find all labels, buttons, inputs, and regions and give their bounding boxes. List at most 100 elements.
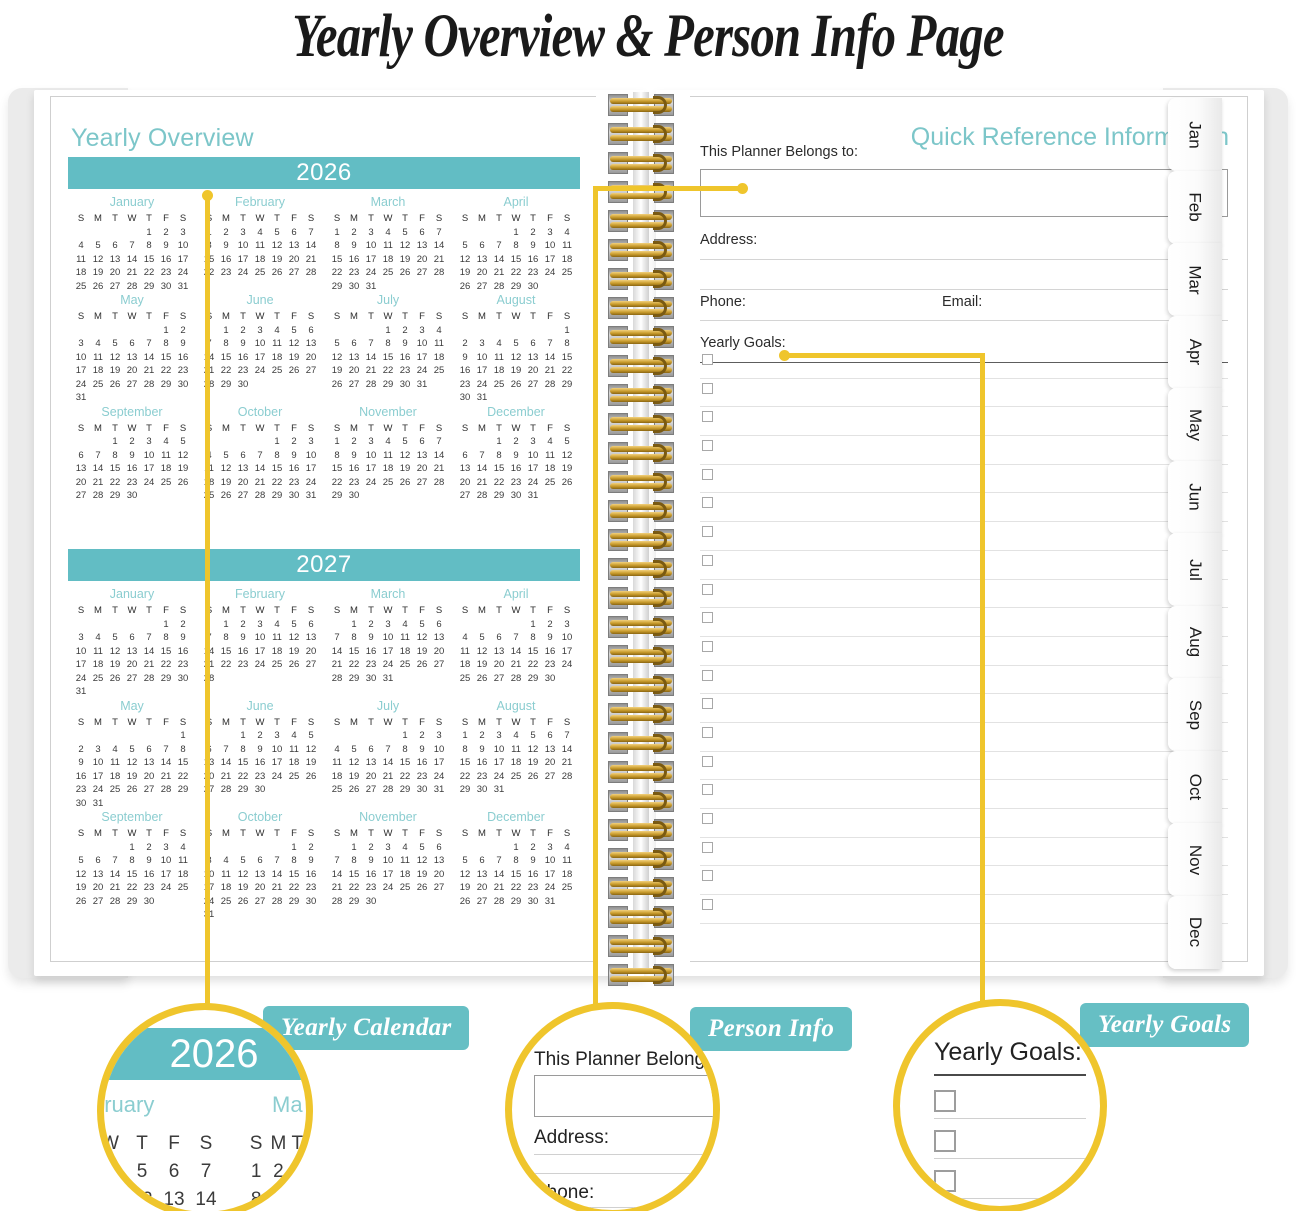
month-tab-aug[interactable]: Aug (1168, 605, 1222, 679)
goal-checkbox[interactable] (702, 841, 713, 853)
month-tab-mar[interactable]: Mar (1168, 243, 1222, 316)
zoom-goal-checkbox-1[interactable] (934, 1090, 956, 1112)
month-tab-may[interactable]: May (1168, 388, 1222, 461)
goal-row[interactable] (700, 465, 1228, 494)
goal-checkbox[interactable] (702, 554, 713, 566)
empty-cell (508, 324, 525, 338)
goal-row[interactable] (700, 436, 1228, 465)
goal-row[interactable] (700, 608, 1228, 637)
day-cell: 24 (305, 476, 317, 488)
goal-row[interactable] (700, 895, 1228, 924)
month-name: May (120, 698, 144, 713)
month-tab-jun[interactable]: Jun (1168, 460, 1222, 534)
zoom-goal-checkbox-3[interactable] (934, 1170, 956, 1192)
goal-checkbox[interactable] (702, 698, 713, 710)
day-cell: 12 (271, 240, 283, 252)
goal-row[interactable] (700, 379, 1228, 408)
goal-row[interactable] (700, 694, 1228, 723)
goal-checkbox[interactable] (702, 411, 713, 423)
coil-wire-bottom (610, 251, 672, 257)
month-tab-dec[interactable]: Dec (1168, 895, 1222, 969)
goal-checkbox[interactable] (702, 899, 713, 911)
empty-cell (303, 908, 320, 922)
dow-header: M (222, 716, 230, 728)
coil-wire-top (610, 533, 672, 539)
day-cell: 23 (348, 267, 360, 279)
day-cell: 12 (416, 855, 428, 867)
goal-row[interactable] (700, 752, 1228, 781)
goal-row[interactable] (700, 666, 1228, 695)
goal-checkbox[interactable] (702, 526, 713, 538)
goal-checkbox[interactable] (702, 813, 713, 824)
goal-checkbox[interactable] (702, 583, 713, 595)
coil-knot (653, 705, 667, 723)
goal-row[interactable] (700, 866, 1228, 896)
month-may: May S M T W T F S 1 2 3 4 5 6 7 8 9 10 11 12 13 14 15 16 17 18 19 2… (68, 699, 196, 811)
goal-row[interactable] (700, 580, 1228, 609)
month-tab-jul[interactable]: Jul (1168, 533, 1222, 606)
goal-checkbox[interactable] (702, 726, 713, 738)
day-cell: 17 (237, 253, 249, 265)
goal-checkbox[interactable] (702, 468, 713, 480)
month-tab-apr[interactable]: Apr (1168, 315, 1222, 389)
goal-row[interactable] (700, 809, 1228, 838)
day-cell: 8 (223, 632, 229, 644)
goal-checkbox[interactable] (702, 870, 713, 882)
empty-cell (269, 841, 286, 855)
dow-header: T (368, 828, 374, 840)
zoom-belongs-box[interactable] (534, 1075, 713, 1117)
goal-checkbox[interactable] (702, 784, 713, 796)
dow-header: M (350, 716, 358, 728)
coil-wire-top (610, 388, 672, 394)
day-cell: 6 (368, 743, 374, 755)
empty-cell (286, 378, 303, 392)
goal-checkbox[interactable] (702, 612, 713, 624)
goal-checkbox[interactable] (702, 640, 713, 652)
day-cell: 11 (289, 743, 299, 755)
day-cell: 21 (160, 770, 172, 782)
spiral-coil (604, 152, 678, 174)
day-cell: 7 (112, 855, 118, 867)
day-cell: 1 (180, 730, 186, 742)
day-cell: 17 (254, 645, 266, 657)
address-line-2[interactable] (700, 289, 1228, 290)
goal-row[interactable] (700, 838, 1228, 867)
day-cell: 9 (180, 632, 186, 644)
goal-checkbox[interactable] (702, 440, 713, 452)
goal-row[interactable] (700, 350, 1228, 379)
goal-checkbox[interactable] (702, 354, 713, 365)
month-tab-oct[interactable]: Oct (1168, 750, 1222, 824)
goal-row[interactable] (700, 522, 1228, 551)
goal-checkbox[interactable] (702, 669, 713, 681)
day-cell: 18 (220, 882, 232, 894)
goal-row[interactable] (700, 407, 1228, 437)
day-cell: 24 (75, 378, 87, 390)
goal-row[interactable] (700, 637, 1228, 666)
month-tab-nov[interactable]: Nov (1168, 823, 1222, 896)
address-line-1[interactable] (700, 259, 1228, 260)
day-cell: 26 (399, 267, 411, 279)
phone-email-line[interactable] (700, 320, 1228, 321)
month-tab-sep[interactable]: Sep (1168, 678, 1222, 751)
belongs-to-input[interactable] (700, 169, 1228, 217)
month-tab-feb[interactable]: Feb (1168, 170, 1222, 244)
goal-row[interactable] (700, 493, 1228, 523)
goal-checkbox[interactable] (702, 755, 713, 767)
goal-row[interactable] (700, 780, 1228, 809)
goal-checkbox[interactable] (702, 497, 713, 509)
coil-knot (653, 154, 667, 172)
goal-line (700, 865, 1228, 867)
goal-row[interactable] (700, 723, 1228, 752)
month-tab-jan[interactable]: Jan (1168, 98, 1222, 171)
goal-checkbox[interactable] (702, 382, 713, 394)
day-cell: 18 (544, 463, 556, 475)
day-cell: 16 (365, 645, 377, 657)
zoom-goal-checkbox-2[interactable] (934, 1130, 956, 1152)
goal-row[interactable] (700, 551, 1228, 580)
day-cell: 23 (459, 378, 471, 390)
